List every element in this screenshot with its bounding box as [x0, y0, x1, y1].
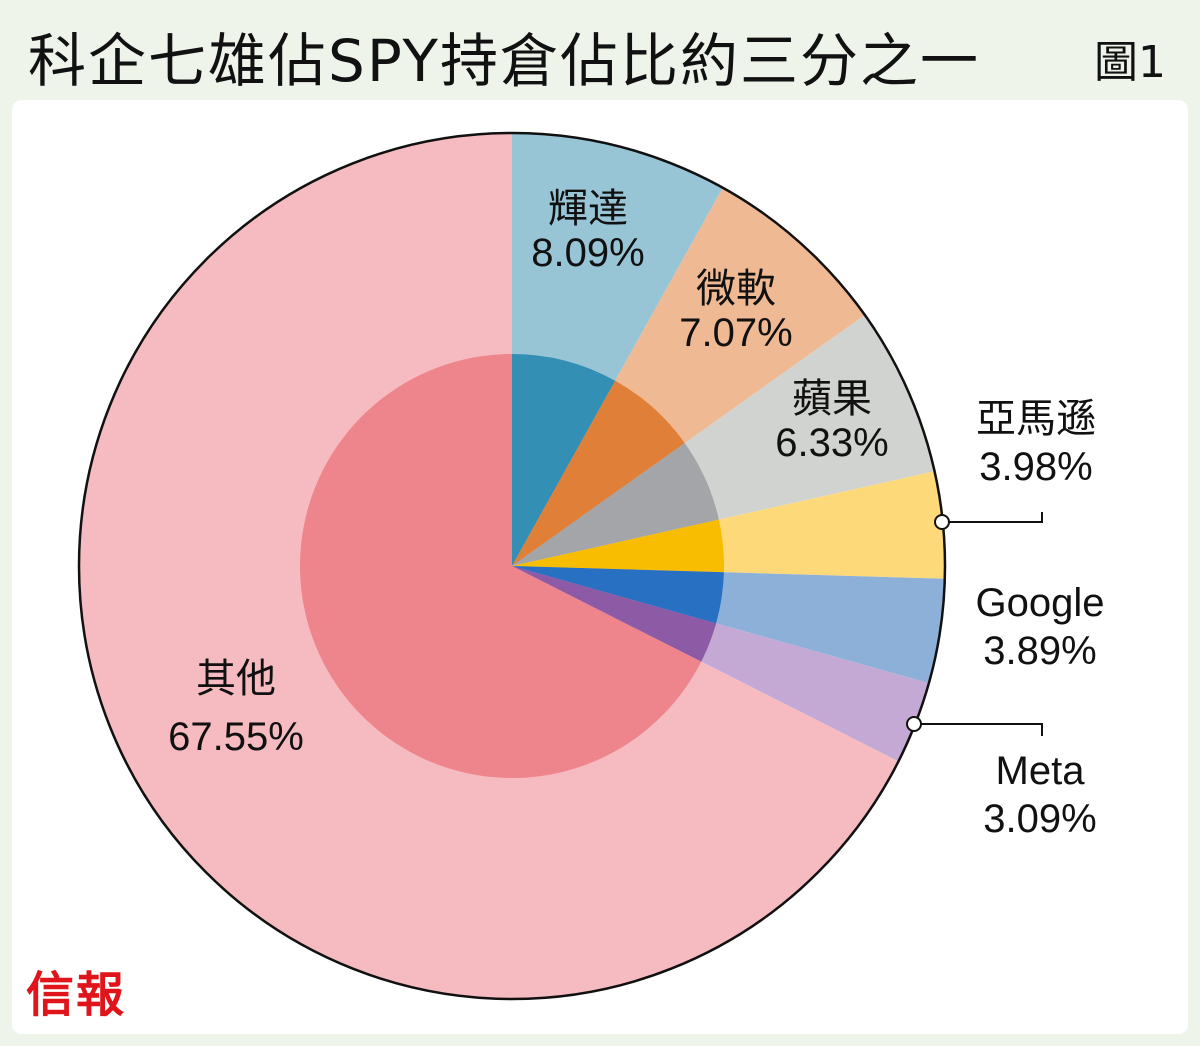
slice-value-1: 7.07%	[679, 311, 792, 355]
slice-6-inner	[300, 354, 702, 779]
slice-name-0: 輝達	[548, 187, 628, 231]
slice-value-5: 3.09%	[983, 797, 1096, 841]
slice-3-inner	[512, 519, 724, 573]
slice-name-6: 其他	[196, 657, 276, 701]
leader-line-3	[942, 512, 1043, 523]
slice-1-inner	[512, 380, 685, 566]
slice-name-1: 微軟	[696, 267, 776, 311]
slice-name-5: Meta	[996, 749, 1086, 793]
slice-name-2: 蘋果	[792, 377, 872, 421]
chart-title: 科企七雄佔SPY持倉佔比約三分之一	[28, 27, 980, 95]
leader-dot-5	[906, 716, 922, 732]
slice-value-2: 6.33%	[775, 421, 888, 465]
pie-outline	[77, 131, 947, 1001]
outer-ring	[79, 133, 946, 999]
title-bar: 科企七雄佔SPY持倉佔比約三分之一 圖1	[0, 0, 1200, 98]
slice-value-6: 67.55%	[168, 715, 304, 759]
slice-5-inner	[512, 566, 717, 662]
inner-ring	[300, 354, 724, 779]
leader-line-5	[914, 723, 1043, 736]
leader-dot-3	[934, 514, 950, 530]
slice-4-inner	[512, 566, 724, 624]
slice-name-4: Google	[976, 581, 1105, 625]
slice-value-0: 8.09%	[531, 231, 644, 275]
slice-2-inner	[512, 443, 719, 566]
brand-logo: 信報	[26, 967, 127, 1023]
slice-value-4: 3.89%	[983, 629, 1096, 673]
slice-0-inner	[512, 354, 616, 566]
slice-value-3: 3.98%	[979, 445, 1092, 489]
slice-name-3: 亞馬遜	[976, 397, 1096, 441]
figure-label: 圖1	[1094, 37, 1166, 88]
